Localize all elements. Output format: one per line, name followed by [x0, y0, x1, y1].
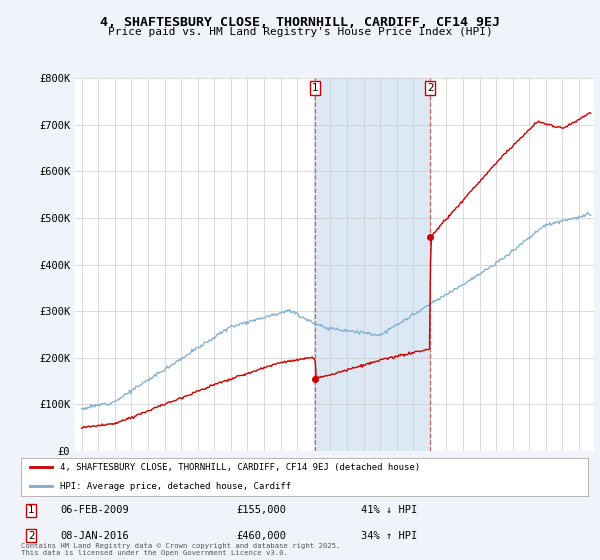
Text: 1: 1	[312, 83, 319, 93]
Text: 2: 2	[28, 531, 35, 540]
Bar	[315, 78, 430, 451]
Text: £460,000: £460,000	[236, 531, 286, 540]
Text: 2: 2	[427, 83, 433, 93]
Text: 4, SHAFTESBURY CLOSE, THORNHILL, CARDIFF, CF14 9EJ (detached house): 4, SHAFTESBURY CLOSE, THORNHILL, CARDIFF…	[59, 463, 419, 472]
Text: 4, SHAFTESBURY CLOSE, THORNHILL, CARDIFF, CF14 9EJ: 4, SHAFTESBURY CLOSE, THORNHILL, CARDIFF…	[100, 16, 500, 29]
Text: 08-JAN-2016: 08-JAN-2016	[61, 531, 130, 540]
Text: £155,000: £155,000	[236, 505, 286, 515]
Text: 34% ↑ HPI: 34% ↑ HPI	[361, 531, 418, 540]
Text: 41% ↓ HPI: 41% ↓ HPI	[361, 505, 418, 515]
Text: 06-FEB-2009: 06-FEB-2009	[61, 505, 130, 515]
Text: Price paid vs. HM Land Registry's House Price Index (HPI): Price paid vs. HM Land Registry's House …	[107, 27, 493, 37]
Text: HPI: Average price, detached house, Cardiff: HPI: Average price, detached house, Card…	[59, 482, 290, 491]
Text: 1: 1	[28, 505, 35, 515]
Text: Contains HM Land Registry data © Crown copyright and database right 2025.
This d: Contains HM Land Registry data © Crown c…	[21, 543, 340, 556]
